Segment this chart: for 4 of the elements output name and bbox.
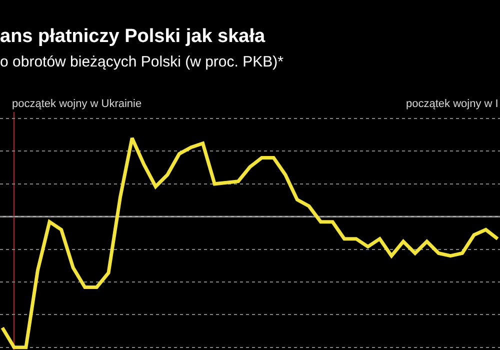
chart-subtitle: o obrotów bieżących Polski (w proc. PKB)*: [0, 54, 284, 71]
text: początek wojny w I: [406, 98, 498, 110]
chart-title: ans płatniczy Polski jak skała: [0, 26, 266, 47]
text: początek wojny w Ukrainie: [12, 98, 142, 110]
